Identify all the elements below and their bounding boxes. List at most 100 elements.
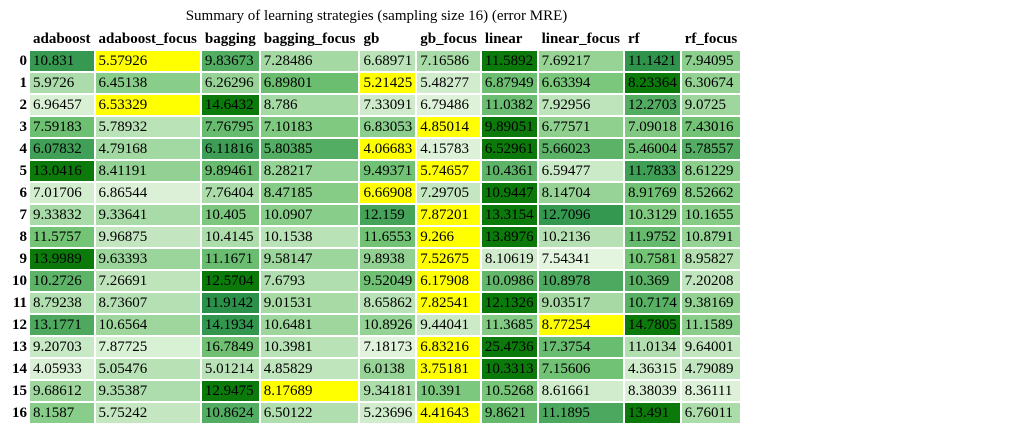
heatmap-cell: 4.06683 [360, 139, 416, 159]
table-row: 15 9.68612 9.35387 12.9475 8.17689 9.34181 10.… [10, 381, 741, 401]
heatmap-cell: 8.95827 [681, 249, 741, 269]
heatmap-cell: 9.44041 [417, 315, 480, 335]
heatmap-cell: 8.73607 [95, 293, 200, 313]
heatmap-cell: 10.8791 [681, 227, 741, 247]
heatmap-cell: 9.49371 [360, 161, 416, 181]
heatmap-cell: 9.8938 [360, 249, 416, 269]
heatmap-cell: 8.17689 [260, 381, 359, 401]
heatmap-cell: 9.89461 [201, 161, 259, 181]
heatmap-cell: 10.4145 [201, 227, 259, 247]
heatmap-cell: 10.4361 [481, 161, 537, 181]
heatmap-cell: 9.63393 [95, 249, 200, 269]
heatmap-cell: 6.50122 [260, 403, 359, 423]
heatmap-cell: 10.831 [30, 51, 94, 71]
heatmap-cell: 13.0416 [30, 161, 94, 181]
row-label: 16 [12, 405, 27, 421]
heatmap-cell: 13.8976 [481, 227, 537, 247]
row-label: 15 [12, 383, 27, 399]
heatmap-cell: 7.18173 [360, 337, 416, 357]
heatmap-cell: 5.78557 [681, 139, 741, 159]
heatmap-cell: 6.79486 [417, 95, 480, 115]
table-row: 0 10.831 5.57926 9.83673 7.28486 6.68971 7.165… [10, 51, 741, 71]
heatmap-cell: 6.26296 [201, 73, 259, 93]
table-row: 16 8.1587 5.75242 10.8624 6.50122 5.23696 4.41… [10, 403, 741, 423]
heatmap-cell: 5.80385 [260, 139, 359, 159]
table-row: 12 13.1771 10.6564 14.1934 10.6481 10.8926 9.4… [10, 315, 741, 335]
heatmap-cell: 7.01706 [30, 183, 94, 203]
heatmap-cell: 3.75181 [417, 359, 480, 379]
heatmap-cell: 13.491 [624, 403, 680, 423]
heatmap-cell: 12.159 [360, 205, 416, 225]
table-row: 5 13.0416 8.41191 9.89461 8.28217 9.49371 5.74… [10, 161, 741, 181]
heatmap-cell: 14.6432 [201, 95, 259, 115]
heatmap-cell: 11.7833 [624, 161, 680, 181]
heatmap-cell: 8.23364 [624, 73, 680, 93]
heatmap-cell: 6.83216 [417, 337, 480, 357]
heatmap-cell: 6.87949 [481, 73, 537, 93]
heatmap-cell: 9.64001 [681, 337, 741, 357]
heatmap-cell: 11.9752 [624, 227, 680, 247]
heatmap-cell: 9.35387 [95, 381, 200, 401]
heatmap-cell: 10.391 [417, 381, 480, 401]
row-label: 13 [12, 339, 27, 355]
heatmap-cell: 7.54341 [538, 249, 623, 269]
heatmap-cell: 8.41191 [95, 161, 200, 181]
heatmap-cell: 8.61661 [538, 381, 623, 401]
heatmap-cell: 7.16586 [417, 51, 480, 71]
heatmap-cell: 6.11816 [201, 139, 259, 159]
heatmap-cell: 17.3754 [538, 337, 623, 357]
heatmap-cell: 11.0382 [481, 95, 537, 115]
heatmap-cell: 10.405 [201, 205, 259, 225]
table-row: 3 7.59183 5.78932 7.76795 7.10183 6.83053 4.85… [10, 117, 741, 137]
heatmap-cell: 9.52049 [360, 271, 416, 291]
heatmap-cell: 10.369 [624, 271, 680, 291]
heatmap-cell: 8.10619 [481, 249, 537, 269]
table-row: 4 6.07832 4.79168 6.11816 5.80385 4.06683 4.15… [10, 139, 741, 159]
heatmap-cell: 8.1587 [30, 403, 94, 423]
row-label: 10 [12, 273, 27, 289]
heatmap-cell: 11.3685 [481, 315, 537, 335]
heatmap-cell: 9.34181 [360, 381, 416, 401]
heatmap-cell: 9.89051 [481, 117, 537, 137]
heatmap-cell: 9.20703 [30, 337, 94, 357]
column-header: linear [484, 31, 523, 47]
heatmap-cell: 4.05933 [30, 359, 94, 379]
row-label: 5 [19, 163, 28, 179]
heatmap-cell: 6.77571 [538, 117, 623, 137]
heatmap-cell: 11.1671 [201, 249, 259, 269]
row-label: 6 [19, 185, 28, 201]
column-header-row: adaboost adaboost_focus bagging bagging_foc… [10, 29, 740, 49]
table-row: 14 4.05933 5.05476 5.01214 4.85829 6.0138 3.75… [10, 359, 741, 379]
heatmap-cell: 11.1589 [681, 315, 741, 335]
heatmap-cell: 13.1771 [30, 315, 94, 335]
heatmap-cell: 5.01214 [201, 359, 259, 379]
heatmap-cell: 10.0907 [260, 205, 359, 225]
heatmap-cell: 13.3154 [481, 205, 537, 225]
heatmap-cell: 5.23696 [360, 403, 416, 423]
heatmap-cell: 4.41643 [417, 403, 480, 423]
table-row: 6 7.01706 6.86544 7.76404 8.47185 6.66908 7.29… [10, 183, 741, 203]
heatmap-cell: 5.57926 [95, 51, 200, 71]
row-label: 4 [19, 141, 28, 157]
heatmap-cell: 8.91769 [624, 183, 680, 203]
heatmap-cell: 6.53329 [95, 95, 200, 115]
heatmap-cell: 10.8624 [201, 403, 259, 423]
heatmap-cell: 9.03517 [538, 293, 623, 313]
heatmap-cell: 9.33832 [30, 205, 94, 225]
row-label: 3 [19, 119, 28, 135]
table-row: 1 5.9726 6.45138 6.26296 6.89801 5.21425 5.482… [10, 73, 741, 93]
row-label: 14 [12, 361, 27, 377]
heatmap-cell: 7.33091 [360, 95, 416, 115]
heatmap-cell: 10.7581 [624, 249, 680, 269]
heatmap-cell: 5.66023 [538, 139, 623, 159]
heatmap-cell: 12.1326 [481, 293, 537, 313]
heatmap-cell: 11.1421 [624, 51, 680, 71]
heatmap-cell: 11.6553 [360, 227, 416, 247]
heatmap-cell: 7.82541 [417, 293, 480, 313]
heatmap-cell: 6.66908 [360, 183, 416, 203]
heatmap-cell: 10.3129 [624, 205, 680, 225]
heatmap-cell: 7.76404 [201, 183, 259, 203]
heatmap-cell: 10.0986 [481, 271, 537, 291]
heatmap-cell: 12.2703 [624, 95, 680, 115]
heatmap-cell: 9.83673 [201, 51, 259, 71]
